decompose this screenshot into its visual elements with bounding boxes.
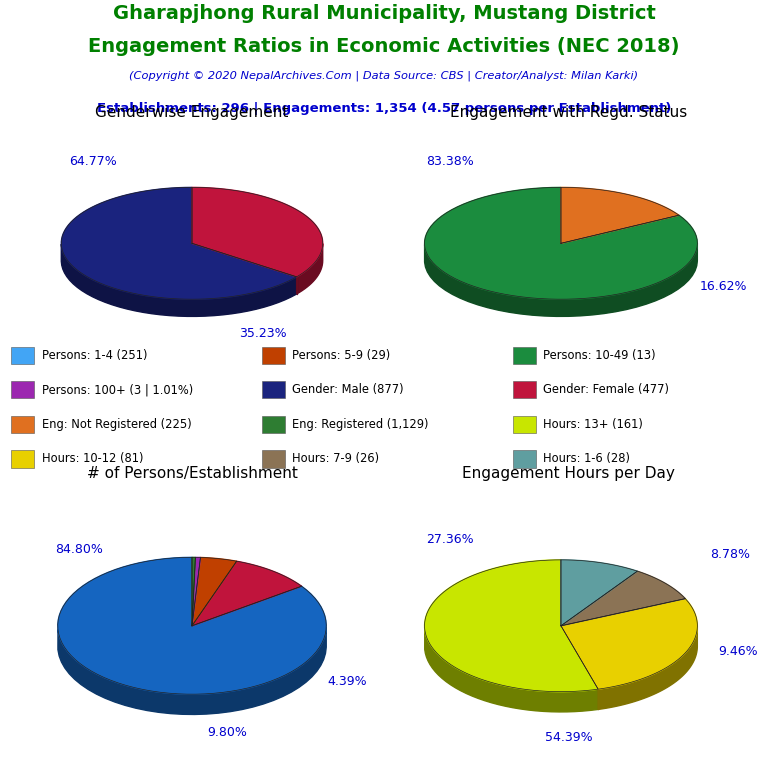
Text: Gender: Male (877): Gender: Male (877) xyxy=(293,383,404,396)
Polygon shape xyxy=(192,558,195,626)
Bar xyxy=(12,450,34,468)
Polygon shape xyxy=(58,627,326,714)
Text: Establishments: 296 | Engagements: 1,354 (4.57 persons per Establishment): Establishments: 296 | Engagements: 1,354… xyxy=(97,102,671,115)
Title: Engagement with Regd. Status: Engagement with Regd. Status xyxy=(450,105,687,121)
Text: 64.77%: 64.77% xyxy=(69,155,117,168)
Text: 27.36%: 27.36% xyxy=(426,533,474,546)
Text: Gharapjhong Rural Municipality, Mustang District: Gharapjhong Rural Municipality, Mustang … xyxy=(113,4,655,23)
Bar xyxy=(12,381,34,399)
Ellipse shape xyxy=(61,204,323,316)
Text: Engagement Ratios in Economic Activities (NEC 2018): Engagement Ratios in Economic Activities… xyxy=(88,37,680,56)
Bar xyxy=(513,415,536,433)
Polygon shape xyxy=(425,629,598,712)
Bar xyxy=(513,450,536,468)
Polygon shape xyxy=(192,558,237,626)
Polygon shape xyxy=(561,598,697,689)
Polygon shape xyxy=(192,561,302,626)
Text: 16.62%: 16.62% xyxy=(700,280,747,293)
Text: Hours: 10-12 (81): Hours: 10-12 (81) xyxy=(41,452,143,465)
Text: Hours: 1-6 (28): Hours: 1-6 (28) xyxy=(543,452,631,465)
Bar xyxy=(513,381,536,399)
Polygon shape xyxy=(561,560,637,626)
Ellipse shape xyxy=(58,578,326,714)
Text: 83.38%: 83.38% xyxy=(426,155,474,168)
Bar xyxy=(263,346,285,364)
Text: 35.23%: 35.23% xyxy=(239,327,286,340)
Text: Hours: 13+ (161): Hours: 13+ (161) xyxy=(543,418,643,431)
Text: Persons: 5-9 (29): Persons: 5-9 (29) xyxy=(293,349,391,362)
Text: Persons: 10-49 (13): Persons: 10-49 (13) xyxy=(543,349,656,362)
Text: Persons: 100+ (3 | 1.01%): Persons: 100+ (3 | 1.01%) xyxy=(41,383,193,396)
Text: Eng: Registered (1,129): Eng: Registered (1,129) xyxy=(293,418,429,431)
Title: # of Persons/Establishment: # of Persons/Establishment xyxy=(87,466,297,482)
Bar xyxy=(12,415,34,433)
Text: 8.78%: 8.78% xyxy=(710,548,750,561)
Ellipse shape xyxy=(425,580,697,712)
Title: Genderwise Engagement: Genderwise Engagement xyxy=(95,105,289,121)
Polygon shape xyxy=(561,187,679,243)
Polygon shape xyxy=(58,558,326,694)
Text: Gender: Female (477): Gender: Female (477) xyxy=(543,383,669,396)
Bar xyxy=(263,381,285,399)
Polygon shape xyxy=(192,558,200,626)
Text: Hours: 7-9 (26): Hours: 7-9 (26) xyxy=(293,452,379,465)
Bar xyxy=(263,415,285,433)
Bar xyxy=(12,346,34,364)
Polygon shape xyxy=(192,187,323,276)
Polygon shape xyxy=(425,187,697,300)
Text: 84.80%: 84.80% xyxy=(55,543,103,556)
Bar xyxy=(263,450,285,468)
Polygon shape xyxy=(425,243,697,316)
Text: (Copyright © 2020 NepalArchives.Com | Data Source: CBS | Creator/Analyst: Milan : (Copyright © 2020 NepalArchives.Com | Da… xyxy=(130,70,638,81)
Polygon shape xyxy=(425,560,598,692)
Polygon shape xyxy=(296,243,323,294)
Text: Eng: Not Registered (225): Eng: Not Registered (225) xyxy=(41,418,191,431)
Text: Persons: 1-4 (251): Persons: 1-4 (251) xyxy=(41,349,147,362)
Bar xyxy=(513,346,536,364)
Text: 54.39%: 54.39% xyxy=(545,731,592,743)
Text: 9.46%: 9.46% xyxy=(718,644,758,657)
Text: 4.39%: 4.39% xyxy=(328,675,367,688)
Polygon shape xyxy=(561,571,685,626)
Polygon shape xyxy=(61,187,296,300)
Polygon shape xyxy=(61,244,296,316)
Polygon shape xyxy=(598,627,697,710)
Text: 9.80%: 9.80% xyxy=(207,726,247,739)
Title: Engagement Hours per Day: Engagement Hours per Day xyxy=(462,466,675,482)
Ellipse shape xyxy=(425,204,697,316)
